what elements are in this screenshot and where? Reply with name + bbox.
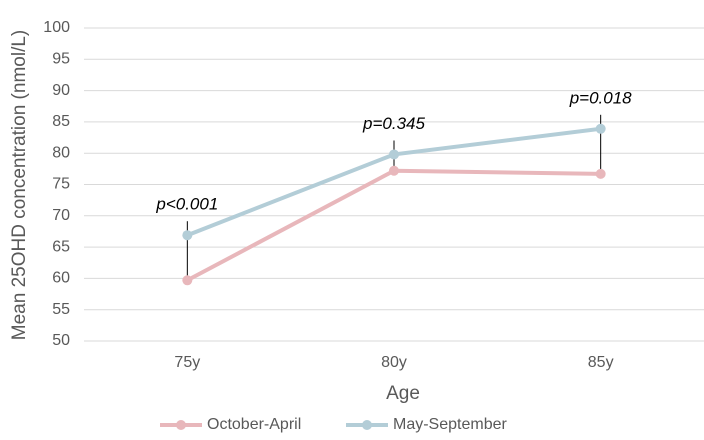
- y-tick-label: 75: [52, 176, 70, 193]
- data-point: [182, 275, 193, 286]
- y-tick-label: 85: [52, 113, 70, 130]
- y-tick-label: 95: [52, 51, 70, 68]
- x-tick-label: 85y: [588, 354, 614, 371]
- data-point: [595, 123, 606, 134]
- x-tick-label: 75y: [174, 354, 200, 371]
- legend-marker: [176, 420, 186, 430]
- annotation: p=0.345: [362, 114, 425, 133]
- y-axis-label: Mean 25OHD concentration (nmol/L): [9, 30, 30, 340]
- y-tick-label: 70: [52, 207, 70, 224]
- y-tick-label: 65: [52, 238, 70, 255]
- y-tick-label: 100: [43, 19, 70, 36]
- annotation: p=0.018: [569, 88, 632, 107]
- y-tick-label: 50: [52, 332, 70, 349]
- y-tick-label: 80: [52, 144, 70, 161]
- y-tick-label: 55: [52, 301, 70, 318]
- data-point: [182, 230, 193, 241]
- data-point: [389, 149, 399, 160]
- x-axis-label: Age: [386, 383, 420, 404]
- x-tick-label: 80y: [381, 354, 407, 371]
- legend-marker: [362, 420, 372, 430]
- y-tick-label: 90: [52, 82, 70, 99]
- legend-label: October-April: [207, 416, 301, 433]
- data-point: [595, 168, 606, 179]
- legend-label: May-September: [393, 416, 507, 433]
- annotation: p<0.001: [155, 195, 218, 214]
- data-point: [389, 165, 399, 176]
- series-line: [186, 168, 601, 283]
- y-tick-label: 60: [52, 270, 70, 287]
